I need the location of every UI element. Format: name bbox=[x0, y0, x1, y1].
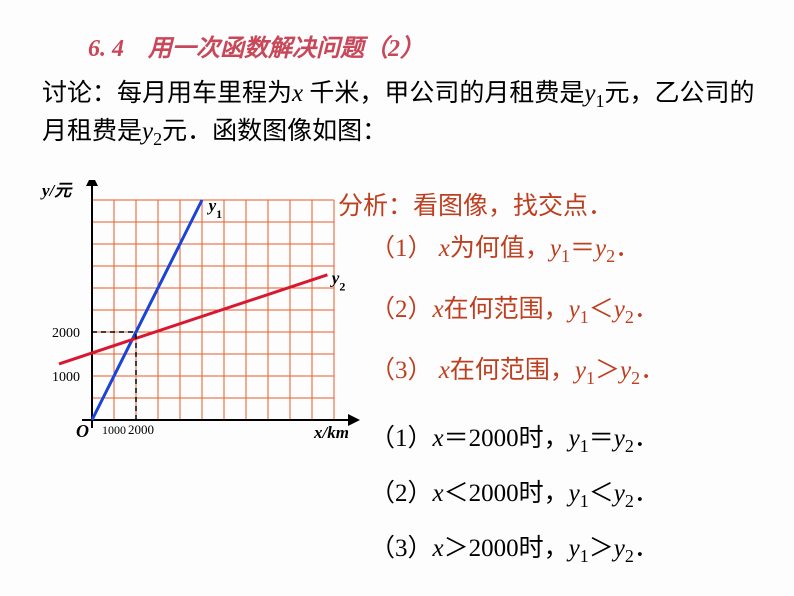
svg-text:1000: 1000 bbox=[52, 370, 80, 385]
section-title: 6. 4 用一次函数解决问题（2） bbox=[88, 28, 424, 63]
question-line: （3） x在何范围，y1＞y2． bbox=[370, 350, 665, 389]
answer-line: （3）x＞2000时，y1＞y2． bbox=[370, 528, 659, 567]
svg-text:O: O bbox=[76, 421, 89, 441]
answers-list: （1）x＝2000时，y1＝y2． （2）x＜2000时，y1＜y2． （3）x＞2… bbox=[370, 418, 659, 583]
svg-text:y/元: y/元 bbox=[40, 181, 73, 200]
text: 讨论：每月用车里程为 bbox=[42, 80, 292, 107]
svg-text:x/km: x/km bbox=[313, 423, 349, 442]
question-line: （1） x为何值，y1＝y2． bbox=[370, 228, 665, 267]
questions-list: （1） x为何值，y1＝y2． （2）x在何范围，y1＜y2． （3） x在何范围，… bbox=[370, 228, 665, 411]
discussion-text: 讨论：每月用车里程为x 千米，甲公司的月租费是y1元，乙公司的月租费是y2元．函… bbox=[42, 76, 764, 152]
svg-text:2000: 2000 bbox=[52, 326, 80, 341]
var-x: x bbox=[292, 80, 303, 107]
svg-text:1000: 1000 bbox=[102, 423, 126, 437]
question-line: （2）x在何范围，y1＜y2． bbox=[370, 289, 665, 328]
var-y2: y2 bbox=[142, 118, 162, 145]
analysis-text: 分析：看图像，找交点． bbox=[338, 186, 613, 222]
answer-line: （2）x＜2000时，y1＜y2． bbox=[370, 473, 659, 512]
svg-text:2000: 2000 bbox=[128, 422, 154, 437]
svg-text:y2: y2 bbox=[330, 269, 346, 294]
graph: y/元x/kmOy1y22000100010002000 bbox=[30, 180, 360, 460]
text: 元．函数图像如图： bbox=[162, 118, 387, 145]
var-y1: y1 bbox=[584, 80, 604, 107]
answer-line: （1）x＝2000时，y1＝y2． bbox=[370, 418, 659, 457]
text: 千米，甲公司的月租费是 bbox=[303, 80, 584, 107]
